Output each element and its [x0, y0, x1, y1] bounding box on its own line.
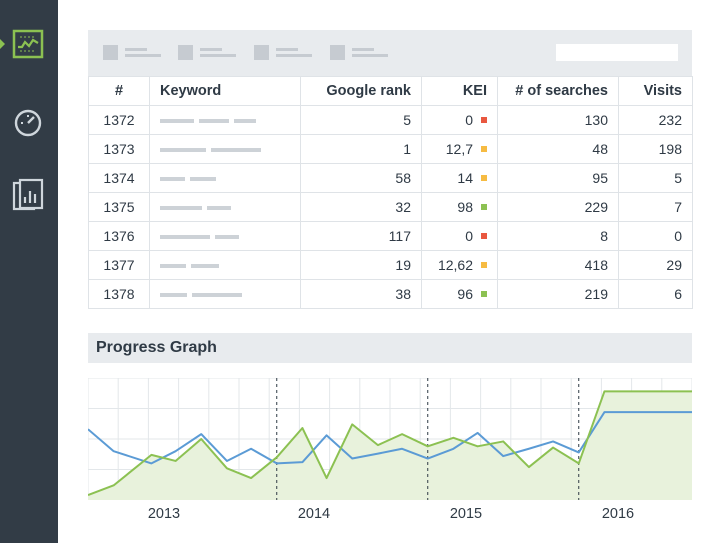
cell-visits: 198: [618, 134, 693, 164]
cell-kei: 0: [421, 221, 498, 251]
keyword-placeholder: [149, 250, 301, 280]
table-row[interactable]: 1376 117 0 8 0: [88, 221, 693, 251]
kei-value: 0: [465, 228, 473, 244]
cell-searches: 229: [497, 192, 619, 222]
col-header-searches[interactable]: # of searches: [497, 76, 619, 106]
cell-rank: 5: [300, 105, 422, 135]
cell-rank: 38: [300, 279, 422, 309]
cell-visits: 5: [618, 163, 693, 193]
kei-value: 98: [457, 199, 473, 215]
cell-kei: 14: [421, 163, 498, 193]
col-header-kei[interactable]: KEI: [421, 76, 498, 106]
kei-value: 0: [465, 112, 473, 128]
cell-kei: 12,7: [421, 134, 498, 164]
cell-rank: 117: [300, 221, 422, 251]
keyword-table: # Keyword Google rank KEI # of searches …: [88, 76, 693, 309]
table-toolbar: [88, 30, 692, 76]
status-badge: [481, 233, 487, 240]
chart-line-icon[interactable]: [9, 27, 47, 65]
x-tick-2013: 2013: [147, 506, 181, 522]
sidebar: [0, 0, 58, 543]
cell-visits: 7: [618, 192, 693, 222]
col-header-keyword[interactable]: Keyword: [149, 76, 301, 106]
kei-value: 12,7: [445, 141, 473, 157]
table-row[interactable]: 1372 5 0 130 232: [88, 105, 693, 135]
cell-searches: 418: [497, 250, 619, 280]
keyword-placeholder: [149, 192, 301, 222]
cell-searches: 130: [497, 105, 619, 135]
cell-id: 1374: [88, 163, 150, 193]
table-header-row: # Keyword Google rank KEI # of searches …: [88, 76, 693, 106]
cell-rank: 1: [300, 134, 422, 164]
keyword-placeholder: [149, 105, 301, 135]
cell-kei: 12,62: [421, 250, 498, 280]
report-document-icon[interactable]: [9, 177, 47, 215]
col-header-visits[interactable]: Visits: [618, 76, 693, 106]
kei-value: 12,62: [437, 257, 473, 273]
status-badge: [481, 204, 487, 211]
x-tick-2015: 2015: [449, 506, 483, 522]
cell-searches: 48: [497, 134, 619, 164]
table-row[interactable]: 1375 32 98 229 7: [88, 192, 693, 222]
progress-graph-title: Progress Graph: [96, 339, 217, 356]
x-tick-2014: 2014: [297, 506, 331, 522]
cell-searches: 219: [497, 279, 619, 309]
cell-visits: 232: [618, 105, 693, 135]
cell-searches: 95: [497, 163, 619, 193]
status-badge: [481, 262, 487, 269]
cell-rank: 32: [300, 192, 422, 222]
area-fill: [88, 391, 692, 500]
speedometer-icon[interactable]: [9, 104, 47, 142]
keyword-placeholder: [149, 134, 301, 164]
col-header-google-rank[interactable]: Google rank: [300, 76, 422, 106]
status-badge: [481, 146, 487, 153]
active-indicator: [0, 39, 5, 49]
cell-id: 1375: [88, 192, 150, 222]
table-row[interactable]: 1378 38 96 219 6: [88, 279, 693, 309]
cell-visits: 29: [618, 250, 693, 280]
keyword-placeholder: [149, 163, 301, 193]
status-badge: [481, 117, 487, 124]
cell-id: 1378: [88, 279, 150, 309]
progress-graph-chart: [88, 378, 692, 500]
keyword-placeholder: [149, 279, 301, 309]
keyword-placeholder: [149, 221, 301, 251]
search-input[interactable]: [556, 44, 678, 61]
cell-id: 1376: [88, 221, 150, 251]
cell-visits: 0: [618, 221, 693, 251]
cell-kei: 98: [421, 192, 498, 222]
status-badge: [481, 291, 487, 298]
x-tick-2016: 2016: [601, 506, 635, 522]
status-badge: [481, 175, 487, 182]
progress-graph-header: Progress Graph: [88, 333, 692, 363]
table-row[interactable]: 1374 58 14 95 5: [88, 163, 693, 193]
cell-id: 1373: [88, 134, 150, 164]
col-header-id[interactable]: #: [88, 76, 150, 106]
cell-id: 1372: [88, 105, 150, 135]
cell-visits: 6: [618, 279, 693, 309]
cell-id: 1377: [88, 250, 150, 280]
cell-kei: 96: [421, 279, 498, 309]
cell-rank: 58: [300, 163, 422, 193]
table-row[interactable]: 1377 19 12,62 418 29: [88, 250, 693, 280]
cell-rank: 19: [300, 250, 422, 280]
series-line-1: [88, 411, 692, 465]
table-row[interactable]: 1373 1 12,7 48 198: [88, 134, 693, 164]
cell-searches: 8: [497, 221, 619, 251]
kei-value: 96: [457, 286, 473, 302]
cell-kei: 0: [421, 105, 498, 135]
kei-value: 14: [457, 170, 473, 186]
series-line-2: [88, 390, 692, 497]
